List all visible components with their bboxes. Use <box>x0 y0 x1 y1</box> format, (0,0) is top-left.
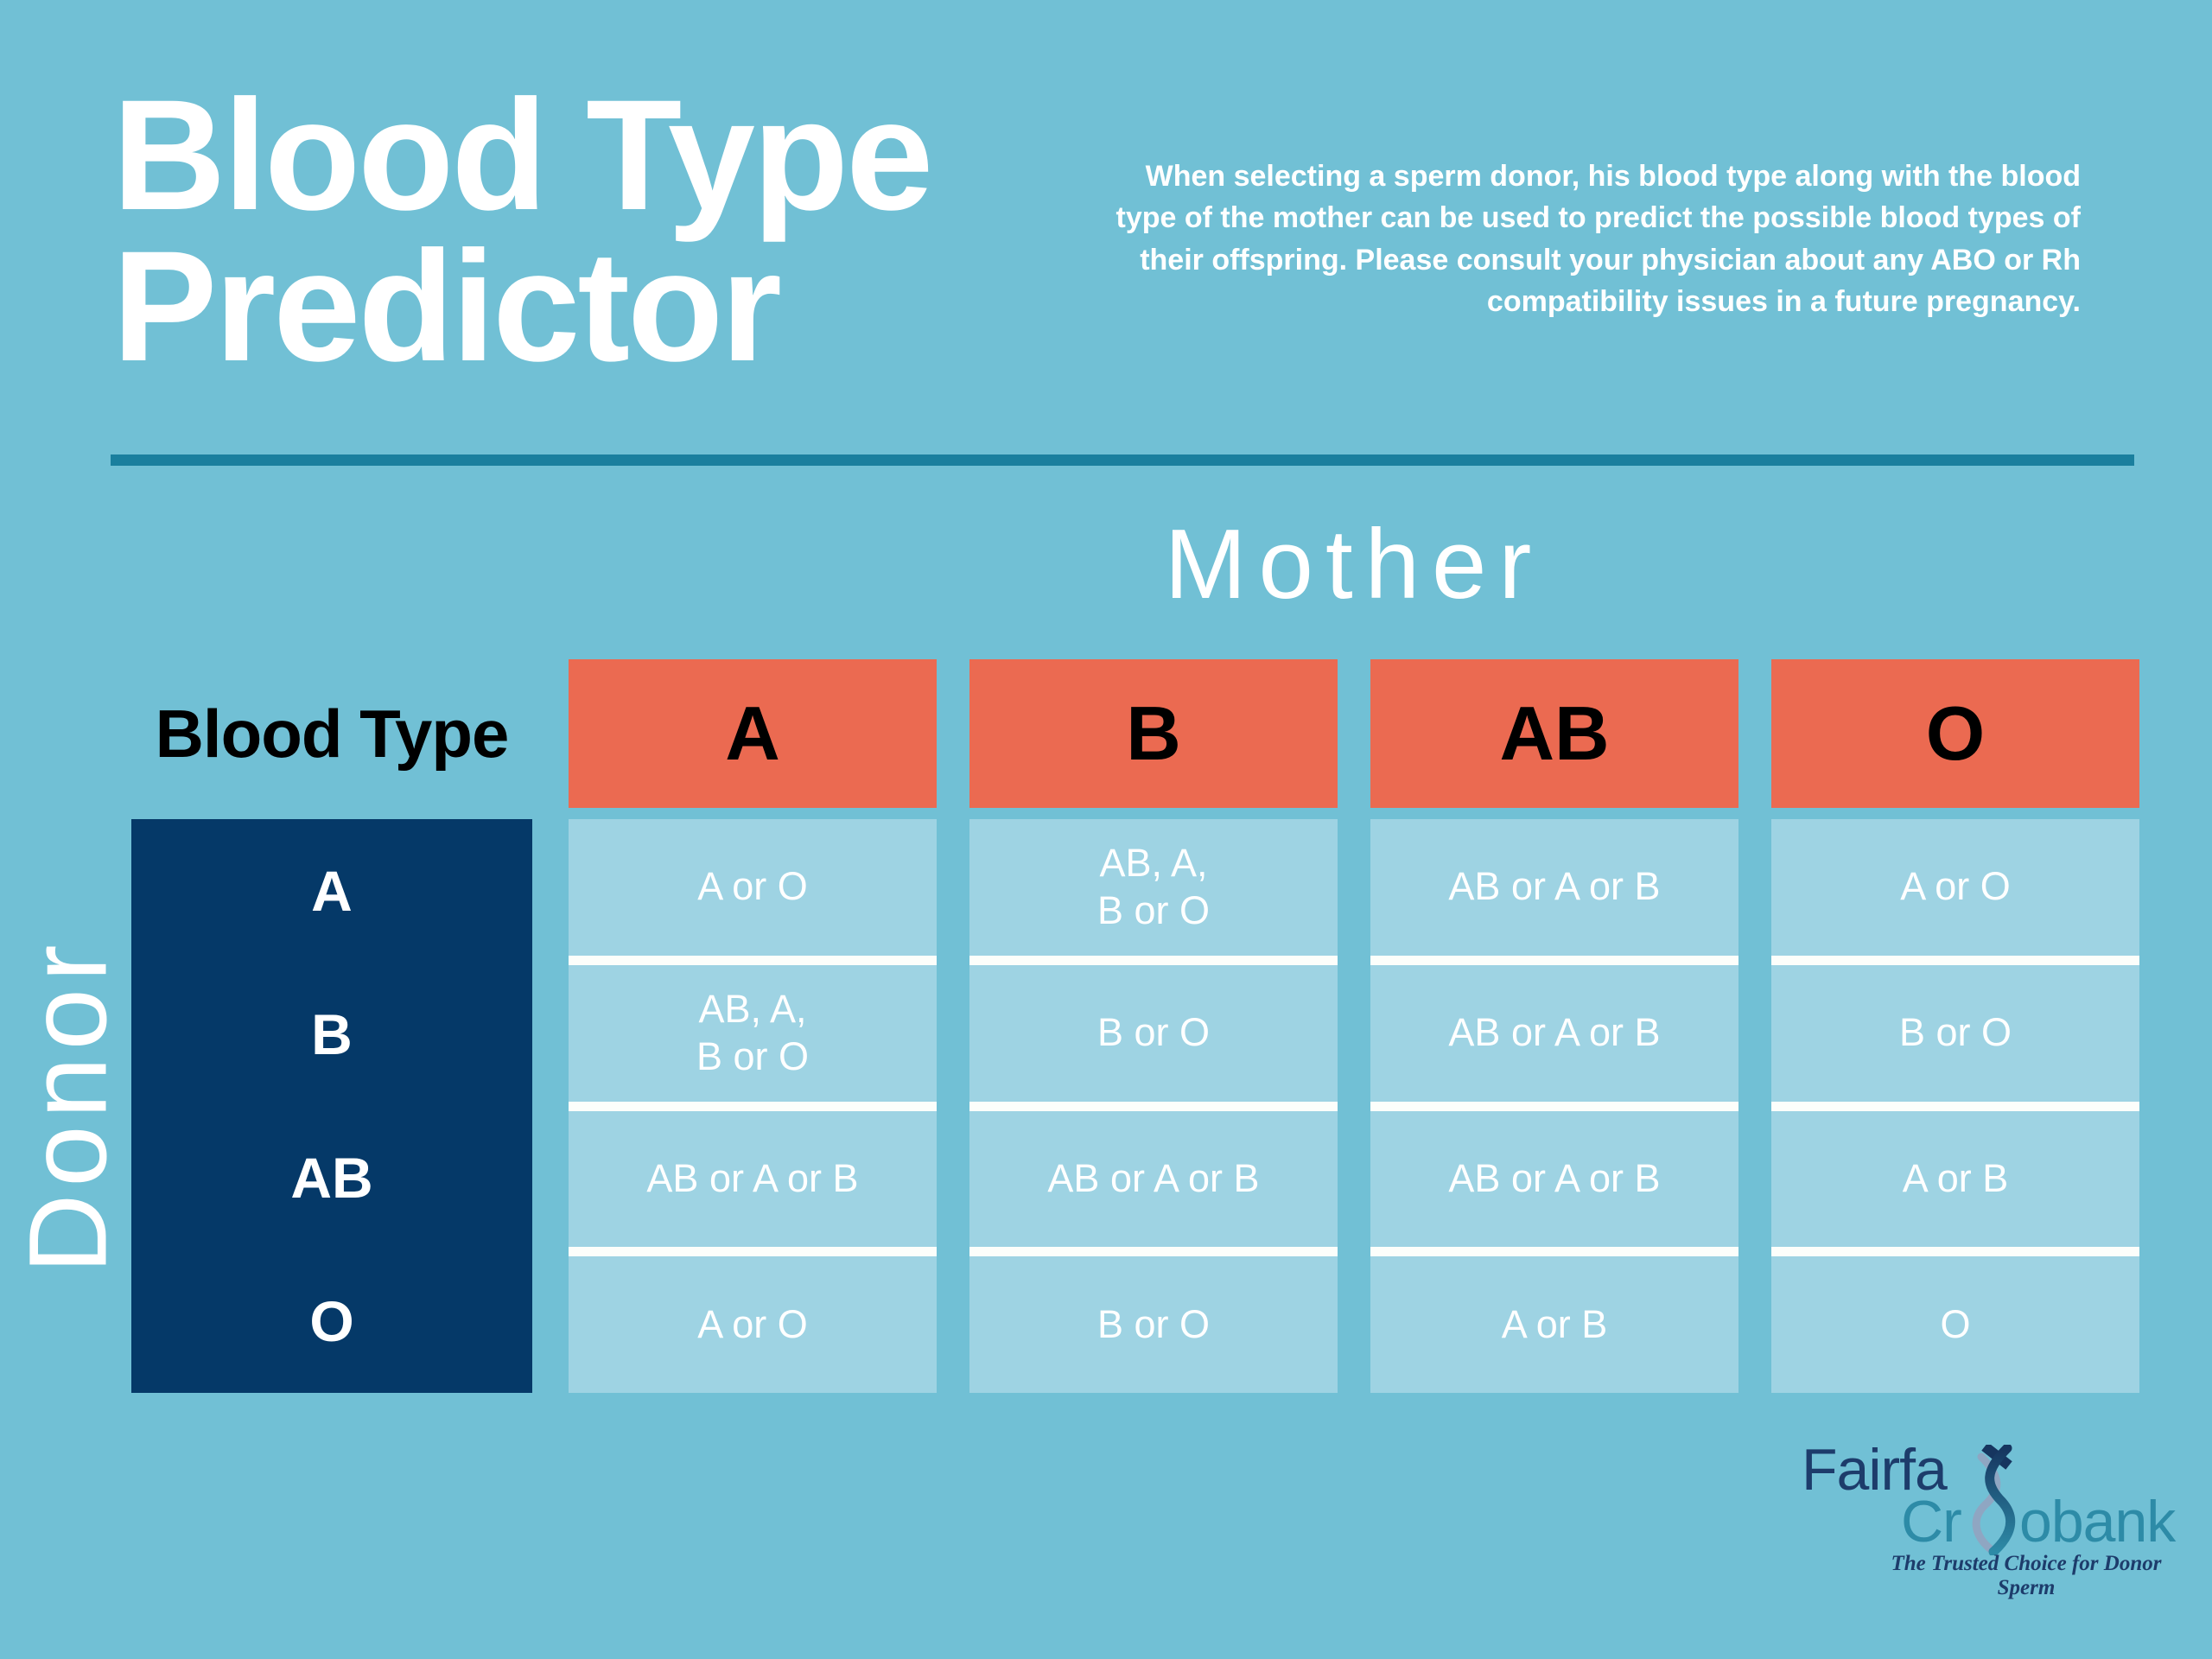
fairfax-cryobank-logo: Fairfa Cr obank The Trusted Choice for D… <box>1802 1434 2182 1599</box>
mother-type-header-o: O <box>1771 659 2139 808</box>
prediction-cell: B or O <box>1771 964 2139 1102</box>
mother-axis-label: Mother <box>1164 510 1544 620</box>
prediction-cell: A or O <box>569 819 937 956</box>
dna-helix-icon <box>1972 1445 2016 1555</box>
prediction-cell: AB, A, B or O <box>569 964 937 1102</box>
blood-type-corner-label: Blood Type <box>155 695 510 772</box>
logo-tagline: The Trusted Choice for Donor Sperm <box>1891 1552 2162 1599</box>
prediction-cell: A or O <box>1771 819 2139 956</box>
prediction-cell: AB, A, B or O <box>969 819 1338 956</box>
mother-type-header-b: B <box>969 659 1338 808</box>
mother-type-header-ab: AB <box>1370 659 1738 808</box>
prediction-column-mother-b: AB, A, B or O B or O AB or A or B B or O <box>969 819 1338 1393</box>
prediction-column-mother-ab: AB or A or B AB or A or B AB or A or B A… <box>1370 819 1738 1393</box>
logo-brand-cryobank-start: Cr <box>1901 1489 1962 1554</box>
prediction-cell: A or B <box>1771 1110 2139 1248</box>
divider-rule <box>111 454 2134 466</box>
page-title-line-1: Blood Type <box>112 67 933 243</box>
intro-text: When selecting a sperm donor, his blood … <box>1116 160 2081 318</box>
prediction-cell: A or O <box>569 1256 937 1393</box>
donor-type-b: B <box>311 1002 353 1066</box>
prediction-column-mother-o: A or O B or O A or B O <box>1771 819 2139 1393</box>
logo-brand-cryobank-end: obank <box>2019 1489 2176 1554</box>
page-title-line-2: Predictor <box>112 217 782 394</box>
prediction-column-mother-a: A or O AB, A, B or O AB or A or B A or O <box>569 819 937 1393</box>
prediction-cell: AB or A or B <box>1370 1110 1738 1248</box>
prediction-cell: O <box>1771 1256 2139 1393</box>
donor-type-o: O <box>309 1289 354 1353</box>
donor-type-a: A <box>311 859 353 923</box>
donor-axis-label: Donor <box>6 938 130 1274</box>
prediction-cell: AB or A or B <box>569 1110 937 1248</box>
prediction-cell: AB or A or B <box>1370 964 1738 1102</box>
prediction-cell: AB or A or B <box>1370 819 1738 956</box>
page-title: Blood Type Predictor <box>112 67 933 394</box>
donor-types-column: A B AB O <box>131 819 532 1393</box>
prediction-cell: B or O <box>969 1256 1338 1393</box>
donor-type-ab: AB <box>290 1146 373 1210</box>
logo-brand-fairfax: Fairfa <box>1802 1437 1948 1503</box>
prediction-cell: A or B <box>1370 1256 1738 1393</box>
mother-type-header-a: A <box>569 659 937 808</box>
prediction-cell: B or O <box>969 964 1338 1102</box>
prediction-cell: AB or A or B <box>969 1110 1338 1248</box>
